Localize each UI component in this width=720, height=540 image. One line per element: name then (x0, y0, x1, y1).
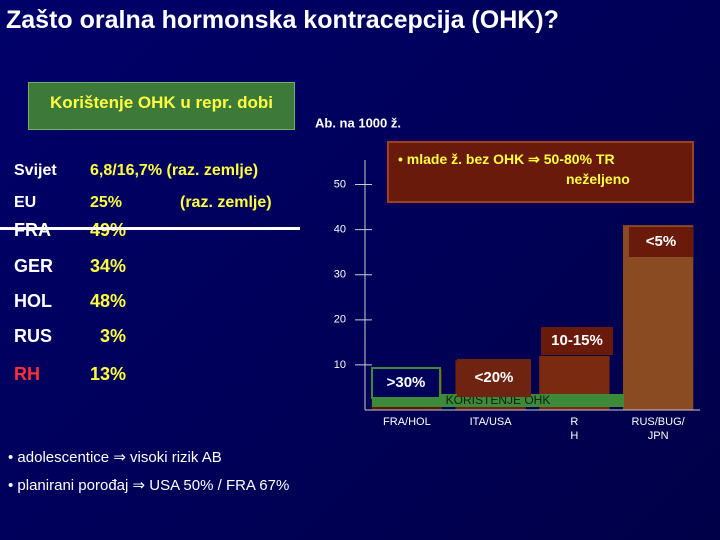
annotation: 10-15% (551, 332, 603, 349)
row-value: 34% (90, 256, 127, 276)
y-tick-label: 40 (334, 224, 346, 236)
row-note: (raz. zemlje) (180, 194, 272, 211)
y-axis-label: Ab. na 1000 ž. (315, 115, 401, 130)
x-tick-label: RUS/BUG/JPN (632, 416, 686, 442)
x-tick-label: FRA/HOL (383, 416, 431, 428)
row-label: RUS (14, 326, 53, 346)
title: Zašto oralna hormonska kontracepcija (OH… (6, 6, 559, 34)
row-value: 6,8/16,7% (raz. zemlje) (90, 162, 259, 179)
annotation-box (371, 367, 441, 399)
row-value: 48% (90, 291, 127, 311)
annotation: • mlade ž. bez OHK ⇒ 50-80% TR neželjeno (398, 151, 630, 187)
row-label: GER (14, 256, 54, 276)
annotation-box (541, 327, 613, 355)
bullet: • planirani porođaj ⇒ USA 50% / FRA 67% (8, 477, 290, 494)
row-label: FRA (14, 220, 51, 240)
annotation: <5% (646, 233, 676, 250)
row-value: 13% (90, 364, 127, 384)
bullet: • adolescentice ⇒ visoki rizik AB (8, 449, 222, 466)
annotation-box (387, 141, 694, 203)
annotation-box (457, 359, 531, 397)
row-value: 25% (90, 194, 123, 211)
y-tick-label: 50 (334, 178, 346, 190)
y-tick-label: 30 (334, 269, 346, 281)
annotation: >30% (387, 374, 426, 391)
row-value: 49% (90, 220, 127, 240)
divider (0, 227, 300, 230)
row-label: RH (14, 364, 40, 384)
row-label: Svijet (14, 162, 57, 179)
row-label: HOL (14, 291, 52, 311)
row-label: EU (14, 194, 37, 211)
y-tick-label: 10 (334, 359, 346, 371)
box-title: Korištenje OHK u repr. dobi (28, 82, 295, 130)
x-tick-label: ITA/USA (470, 416, 513, 428)
annotation-box (629, 227, 693, 257)
annotation: <20% (475, 369, 514, 386)
row-value: 3% (100, 326, 127, 346)
y-tick-label: 20 (334, 314, 346, 326)
